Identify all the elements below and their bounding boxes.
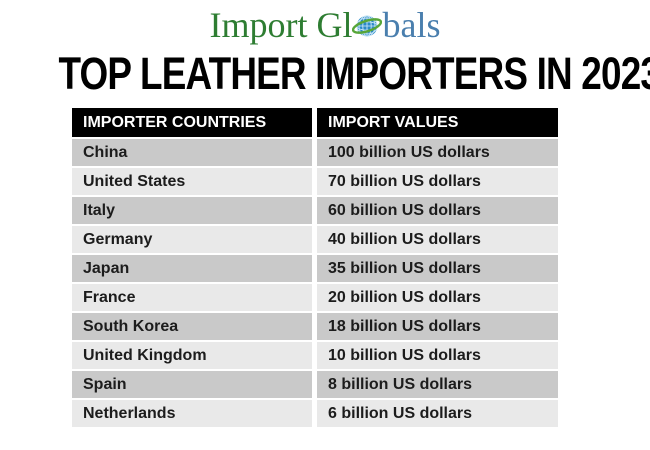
table-row: United Kingdom 10 billion US dollars xyxy=(72,342,558,371)
table-row: France 20 billion US dollars xyxy=(72,284,558,313)
table-body: China 100 billion US dollars United Stat… xyxy=(72,139,558,429)
country-cell: Italy xyxy=(72,197,317,226)
value-cell: 8 billion US dollars xyxy=(317,371,558,400)
value-cell: 40 billion US dollars xyxy=(317,226,558,255)
table-row: United States 70 billion US dollars xyxy=(72,168,558,197)
logo-text-bals: bals xyxy=(382,5,441,45)
country-cell: Netherlands xyxy=(72,400,317,429)
value-cell: 18 billion US dollars xyxy=(317,313,558,342)
value-cell: 60 billion US dollars xyxy=(317,197,558,226)
table-row: South Korea 18 billion US dollars xyxy=(72,313,558,342)
table-row: China 100 billion US dollars xyxy=(72,139,558,168)
logo: Import Gl bals xyxy=(0,0,650,47)
column-header-values: IMPORT VALUES xyxy=(317,108,558,139)
table-row: Spain 8 billion US dollars xyxy=(72,371,558,400)
table-row: Italy 60 billion US dollars xyxy=(72,197,558,226)
table-row: Japan 35 billion US dollars xyxy=(72,255,558,284)
table-header-row: IMPORTER COUNTRIES IMPORT VALUES xyxy=(72,108,558,139)
value-cell: 20 billion US dollars xyxy=(317,284,558,313)
value-cell: 70 billion US dollars xyxy=(317,168,558,197)
globe-icon xyxy=(352,5,383,45)
page-title: TOP LEATHER IMPORTERS IN 2023 xyxy=(58,48,650,99)
country-cell: Spain xyxy=(72,371,317,400)
importers-table: IMPORTER COUNTRIES IMPORT VALUES China 1… xyxy=(72,108,558,429)
value-cell: 6 billion US dollars xyxy=(317,400,558,429)
country-cell: United States xyxy=(72,168,317,197)
country-cell: United Kingdom xyxy=(72,342,317,371)
value-cell: 10 billion US dollars xyxy=(317,342,558,371)
table-row: Netherlands 6 billion US dollars xyxy=(72,400,558,429)
value-cell: 100 billion US dollars xyxy=(317,139,558,168)
country-cell: Japan xyxy=(72,255,317,284)
country-cell: South Korea xyxy=(72,313,317,342)
table-row: Germany 40 billion US dollars xyxy=(72,226,558,255)
country-cell: France xyxy=(72,284,317,313)
country-cell: Germany xyxy=(72,226,317,255)
column-header-countries: IMPORTER COUNTRIES xyxy=(72,108,317,139)
value-cell: 35 billion US dollars xyxy=(317,255,558,284)
logo-text-import-gl: Import Gl xyxy=(209,5,353,45)
country-cell: China xyxy=(72,139,317,168)
